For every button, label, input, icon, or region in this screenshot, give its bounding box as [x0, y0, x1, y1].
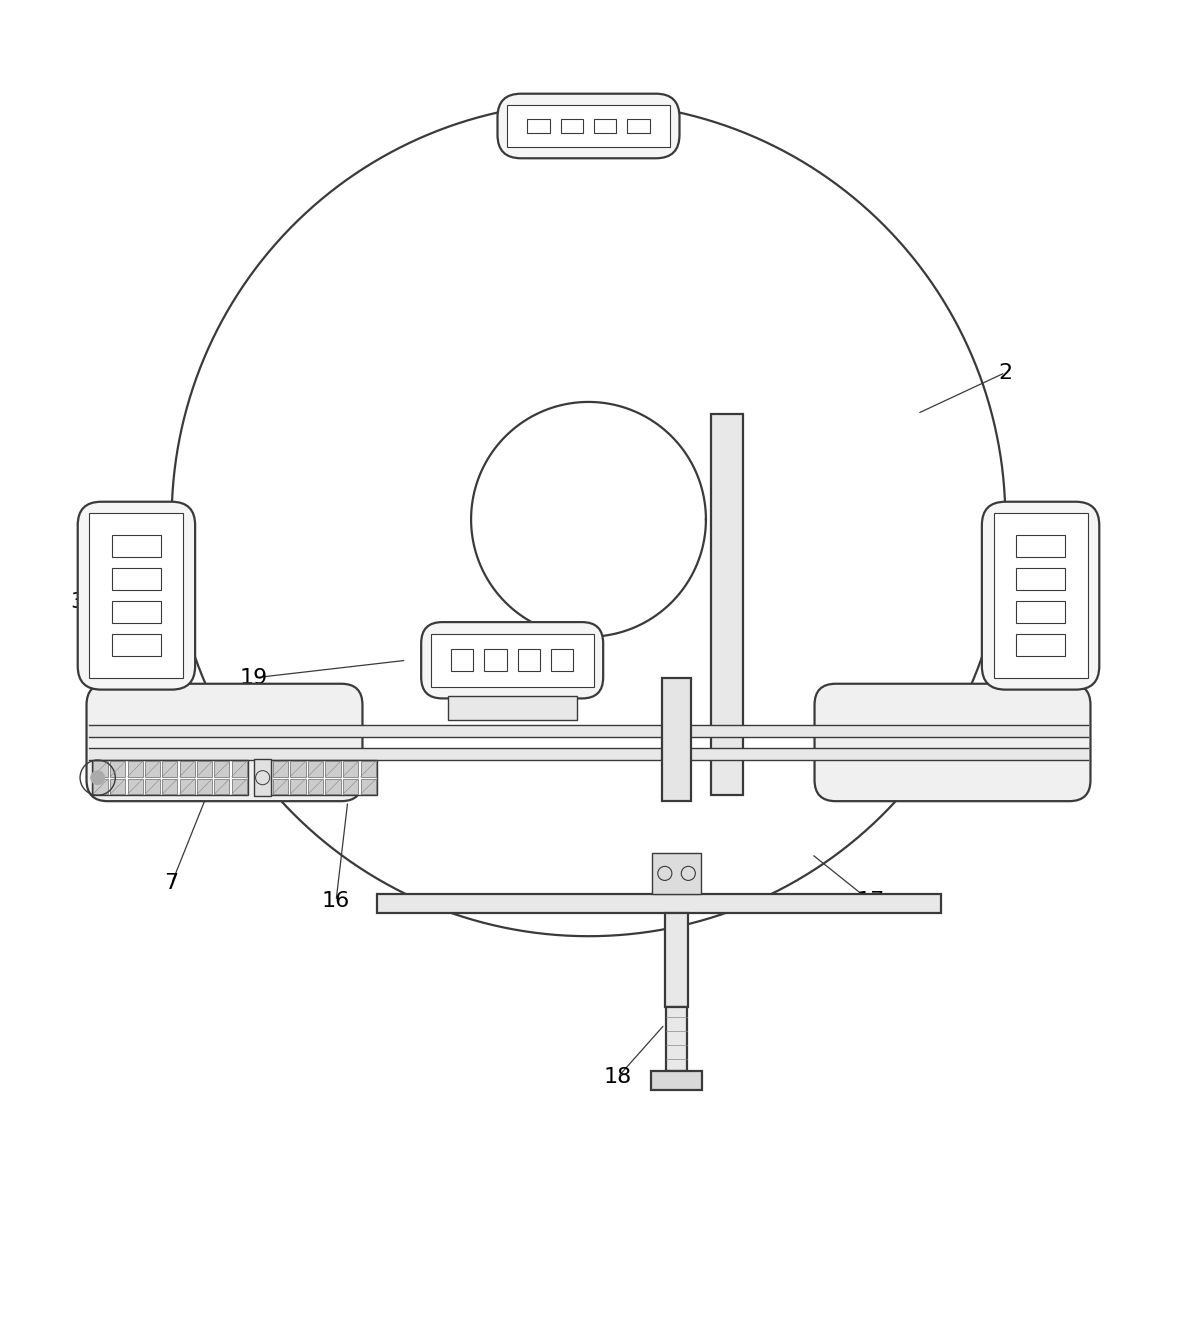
FancyBboxPatch shape	[78, 501, 195, 689]
Text: 18: 18	[604, 1067, 632, 1087]
Bar	[1016, 601, 1065, 624]
Bar	[711, 414, 744, 796]
Bar	[214, 780, 230, 794]
Bar	[273, 780, 288, 794]
FancyBboxPatch shape	[982, 501, 1099, 689]
Bar	[360, 761, 375, 777]
Bar	[254, 759, 272, 797]
Bar	[665, 913, 689, 1007]
Bar	[377, 894, 940, 913]
Bar	[527, 120, 550, 133]
Bar	[651, 1071, 703, 1090]
Bar	[451, 649, 473, 671]
Text: 19: 19	[240, 668, 268, 688]
Bar	[111, 761, 125, 777]
Bar	[343, 780, 358, 794]
Bar	[232, 761, 247, 777]
Bar	[112, 634, 161, 656]
Bar	[232, 780, 247, 794]
Bar	[560, 120, 583, 133]
FancyBboxPatch shape	[87, 684, 363, 801]
Bar	[127, 780, 142, 794]
Bar	[594, 120, 617, 133]
FancyBboxPatch shape	[814, 684, 1090, 801]
Bar	[89, 749, 1088, 761]
Bar	[627, 120, 650, 133]
Bar	[663, 677, 691, 801]
Text: 17: 17	[856, 891, 884, 911]
Bar	[89, 724, 1088, 737]
Bar	[273, 761, 288, 777]
Bar	[112, 601, 161, 624]
Text: 7: 7	[165, 874, 179, 894]
Text: 16: 16	[322, 891, 351, 911]
Bar	[112, 535, 161, 558]
Bar	[162, 780, 178, 794]
Bar	[343, 761, 358, 777]
Bar	[993, 513, 1088, 677]
Bar	[145, 780, 160, 794]
Bar	[447, 696, 577, 719]
Bar	[1016, 535, 1065, 558]
Bar	[518, 649, 540, 671]
FancyBboxPatch shape	[498, 94, 679, 159]
Bar	[326, 780, 340, 794]
Bar	[1016, 634, 1065, 656]
Bar	[485, 649, 506, 671]
Bar	[111, 780, 125, 794]
Bar	[291, 780, 306, 794]
Bar	[92, 761, 248, 796]
Text: 3: 3	[71, 591, 85, 612]
Bar	[197, 761, 212, 777]
Bar	[214, 761, 230, 777]
Bar	[127, 761, 142, 777]
Bar	[1016, 569, 1065, 590]
Bar	[197, 780, 212, 794]
Circle shape	[91, 770, 105, 785]
Bar	[360, 780, 375, 794]
Text: 2: 2	[998, 363, 1012, 383]
Bar	[162, 761, 178, 777]
Bar	[507, 105, 670, 146]
Bar	[431, 634, 593, 687]
Bar	[272, 761, 377, 796]
Bar	[93, 761, 108, 777]
Bar	[308, 761, 324, 777]
Bar	[666, 1007, 687, 1071]
Bar	[326, 761, 340, 777]
Bar	[112, 569, 161, 590]
Bar	[145, 761, 160, 777]
Bar	[89, 513, 184, 677]
Bar	[551, 649, 573, 671]
Bar	[308, 780, 324, 794]
Bar	[93, 780, 108, 794]
Bar	[180, 761, 194, 777]
Bar	[652, 853, 701, 894]
Bar	[291, 761, 306, 777]
Text: 1: 1	[1045, 703, 1059, 723]
FancyBboxPatch shape	[421, 622, 603, 699]
Bar	[180, 780, 194, 794]
